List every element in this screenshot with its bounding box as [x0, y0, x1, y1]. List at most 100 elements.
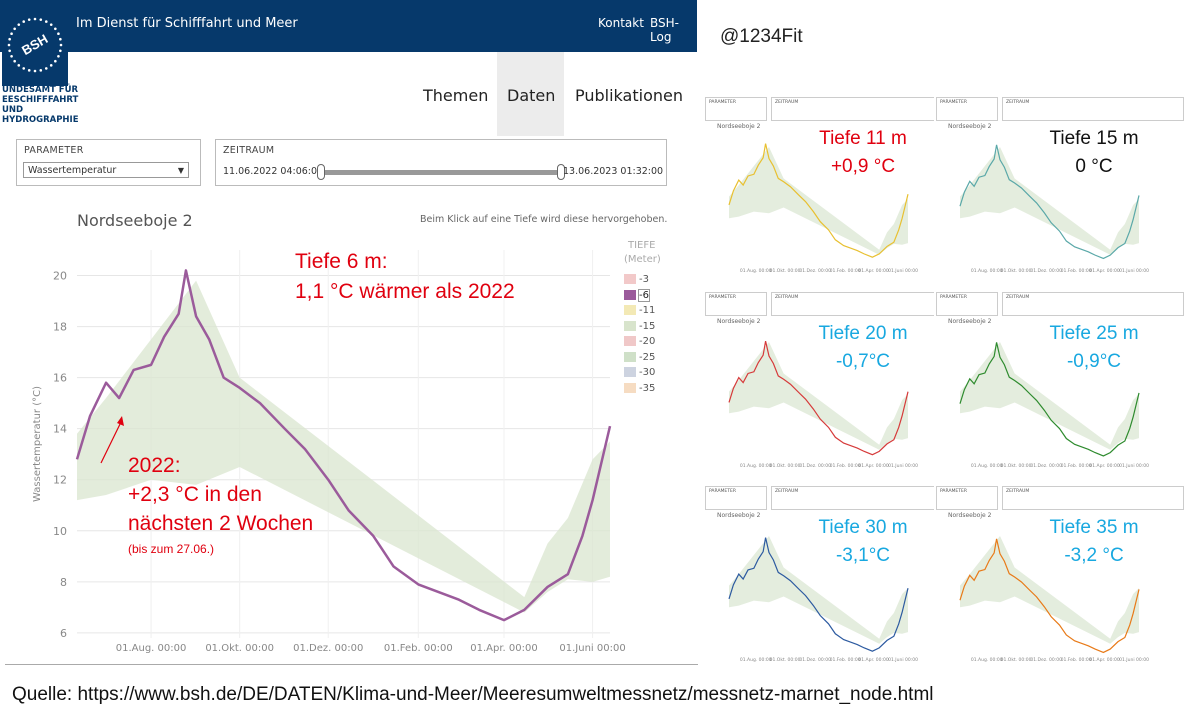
legend-swatch — [624, 274, 636, 284]
y-tick-label: 8 — [60, 576, 67, 589]
legend-swatch — [624, 336, 636, 346]
thumb-x-tick-label: 01.Dez. 00:00 — [1030, 658, 1062, 663]
thumb-delta-label: -0,9°C — [1024, 348, 1164, 376]
thumb-depth-label: Tiefe 35 m — [1024, 514, 1164, 542]
thumb-delta-label: +0,9 °C — [793, 153, 933, 181]
legend-item[interactable]: -15 — [624, 321, 655, 333]
thumb-x-tick-label: 01.Juni 00:00 — [1119, 464, 1149, 469]
thumb-x-tick-label: 01.Juni 00:00 — [1119, 269, 1149, 274]
y2022-annotation-note: (bis zum 27.06.) — [128, 542, 214, 556]
thumb-depth-label: Tiefe 30 m — [793, 514, 933, 542]
y-tick-label: 10 — [53, 525, 67, 538]
y-axis-label: Wassertemperatur (°C) — [32, 386, 43, 502]
thumb-x-tick-label: 01.Aug. 00:00 — [740, 464, 772, 469]
legend-label: -35 — [639, 383, 655, 394]
legend-swatch — [624, 321, 636, 331]
legend-swatch — [624, 305, 636, 315]
legend-swatch — [624, 352, 636, 362]
thumb-chart — [703, 484, 957, 669]
thumb-x-tick-label: 01.Dez. 00:00 — [1030, 464, 1062, 469]
legend-item[interactable]: -30 — [624, 367, 655, 379]
x-tick-label: 01.Apr. 00:00 — [470, 643, 537, 654]
depth-thumbnail: PARAMETER ZEITRAUM Nordseeboje 2 Tiefe 15 m… — [934, 95, 1188, 280]
x-tick-label: 01.Aug. 00:00 — [116, 643, 187, 654]
thumb-depth-label: Tiefe 15 m — [1024, 125, 1164, 153]
legend-label: -30 — [639, 367, 655, 378]
legend-label: -6 — [639, 290, 649, 301]
thumb-chart — [934, 484, 1188, 669]
thumb-depth-annotation: Tiefe 11 m +0,9 °C — [793, 125, 933, 181]
legend-swatch — [624, 290, 636, 300]
depth-thumbnail: PARAMETER ZEITRAUM Nordseeboje 2 Tiefe 35 m… — [934, 484, 1188, 669]
thumb-x-tick-label: 01.Apr. 00:00 — [1089, 464, 1119, 469]
y-tick-label: 20 — [53, 270, 67, 283]
legend-label: -3 — [639, 274, 649, 285]
y-tick-label: 6 — [60, 627, 67, 640]
thumb-chart — [703, 95, 957, 280]
thumb-x-tick-label: 01.Dez. 00:00 — [799, 269, 831, 274]
thumb-x-tick-label: 01.Okt. 00:00 — [770, 464, 801, 469]
legend-item[interactable]: -20 — [624, 336, 655, 348]
thumb-x-tick-label: 01.Aug. 00:00 — [971, 464, 1003, 469]
other-depths-band — [77, 281, 610, 613]
y2022-annotation-line3: nächsten 2 Wochen — [128, 512, 313, 536]
thumb-x-tick-label: 01.Okt. 00:00 — [1001, 269, 1032, 274]
chart-frame-bottom — [5, 664, 698, 665]
thumb-x-tick-label: 01.Juni 00:00 — [888, 464, 918, 469]
legend-item[interactable]: -35 — [624, 383, 655, 395]
thumb-x-tick-label: 01.Okt. 00:00 — [1001, 464, 1032, 469]
legend-subtitle: (Meter) — [624, 254, 661, 265]
thumb-x-tick-label: 01.Feb. 00:00 — [1061, 269, 1092, 274]
thumb-x-tick-label: 01.Apr. 00:00 — [858, 464, 888, 469]
thumb-depth-label: Tiefe 25 m — [1024, 320, 1164, 348]
x-tick-label: 01.Dez. 00:00 — [293, 643, 363, 654]
thumb-chart — [934, 95, 1188, 280]
legend-item[interactable]: -11 — [624, 305, 655, 317]
thumb-x-tick-label: 01.Feb. 00:00 — [1061, 464, 1092, 469]
legend-swatch — [624, 383, 636, 393]
depth-thumbnail: PARAMETER ZEITRAUM Nordseeboje 2 Tiefe 30 m… — [703, 484, 957, 669]
thumb-x-tick-label: 01.Feb. 00:00 — [830, 464, 861, 469]
legend-item[interactable]: -6 — [624, 290, 649, 302]
thumb-chart — [703, 290, 957, 475]
depth-thumbnail: PARAMETER ZEITRAUM Nordseeboje 2 Tiefe 20 m… — [703, 290, 957, 475]
thumb-x-tick-label: 01.Dez. 00:00 — [799, 658, 831, 663]
thumb-x-tick-label: 01.Apr. 00:00 — [1089, 658, 1119, 663]
legend-item[interactable]: -25 — [624, 352, 655, 364]
thumb-depth-annotation: Tiefe 15 m0 °C — [1024, 125, 1164, 181]
x-tick-label: 01.Okt. 00:00 — [205, 643, 274, 654]
thumb-x-tick-label: 01.Apr. 00:00 — [858, 658, 888, 663]
author-handle: @1234Fit — [720, 26, 803, 48]
thumb-delta-label: -3,2 °C — [1024, 542, 1164, 570]
x-tick-label: 01.Feb. 00:00 — [384, 643, 453, 654]
thumb-x-tick-label: 01.Okt. 00:00 — [1001, 658, 1032, 663]
tiefe6-annotation-line2: 1,1 °C wärmer als 2022 — [295, 280, 515, 304]
y-tick-label: 16 — [53, 372, 67, 385]
x-tick-label: 01.Juni 00:00 — [559, 643, 625, 654]
thumb-x-tick-label: 01.Juni 00:00 — [888, 269, 918, 274]
y2022-annotation-line2: +2,3 °C in den — [128, 483, 262, 507]
thumb-depth-annotation: Tiefe 20 m -0,7°C — [793, 320, 933, 376]
thumb-depth-label: Tiefe 20 m — [793, 320, 933, 348]
thumb-x-tick-label: 01.Aug. 00:00 — [971, 269, 1003, 274]
legend-item[interactable]: -3 — [624, 274, 649, 286]
thumb-x-tick-label: 01.Feb. 00:00 — [830, 658, 861, 663]
thumb-delta-label: -0,7°C — [793, 348, 933, 376]
legend-swatch — [624, 367, 636, 377]
tiefe6-annotation-line1: Tiefe 6 m: — [295, 250, 388, 274]
thumb-x-tick-label: 01.Dez. 00:00 — [799, 464, 831, 469]
y2022-annotation-line1: 2022: — [128, 454, 181, 478]
thumb-x-tick-label: 01.Apr. 00:00 — [858, 269, 888, 274]
thumb-x-tick-label: 01.Feb. 00:00 — [1061, 658, 1092, 663]
thumb-x-tick-label: 01.Feb. 00:00 — [830, 269, 861, 274]
y-tick-label: 18 — [53, 321, 67, 334]
thumb-x-tick-label: 01.Aug. 00:00 — [971, 658, 1003, 663]
source-citation: Quelle: https://www.bsh.de/DE/DATEN/Klim… — [12, 684, 934, 706]
y-tick-label: 14 — [53, 423, 67, 436]
thumb-x-tick-label: 01.Dez. 00:00 — [1030, 269, 1062, 274]
thumb-delta-label: -3,1°C — [793, 542, 933, 570]
thumb-x-tick-label: 01.Juni 00:00 — [1119, 658, 1149, 663]
legend-label: -20 — [639, 336, 655, 347]
thumb-depth-annotation: Tiefe 30 m -3,1°C — [793, 514, 933, 570]
thumb-x-tick-label: 01.Apr. 00:00 — [1089, 269, 1119, 274]
